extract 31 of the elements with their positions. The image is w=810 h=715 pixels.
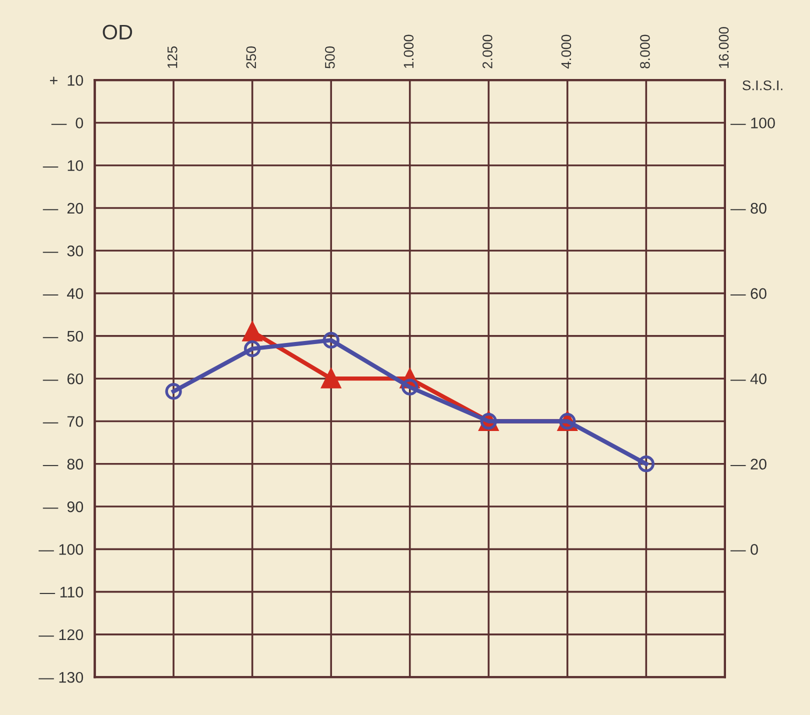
y-tick-label: — 130 — [38, 672, 84, 683]
y-tick-label: — 60 — [42, 373, 84, 384]
y2-tick-label: — 0 — [730, 544, 758, 555]
y-tick-label: — 50 — [42, 330, 84, 342]
x-tick-label: 2.000 — [482, 34, 492, 68]
y2-tick-label: — 20 — [730, 458, 766, 470]
y-tick-label: — 40 — [42, 288, 84, 299]
y-tick-label: — 120 — [38, 629, 84, 640]
y-tick-label: — 20 — [42, 202, 84, 214]
chart-title: OD — [102, 24, 132, 40]
x-tick-label: 250 — [246, 46, 256, 68]
y2-tick-label: — 40 — [730, 373, 766, 384]
y-tick-label: — 100 — [38, 544, 84, 555]
y-tick-label: — 90 — [42, 501, 84, 512]
x-tick-label: 500 — [324, 46, 335, 68]
x-tick-label: 8.000 — [640, 34, 650, 68]
y-tick-label: — 30 — [42, 246, 84, 256]
y-tick-label: — 10 — [42, 160, 84, 172]
x-tick-label: 1.000 — [404, 34, 414, 68]
x-tick-label: 125 — [167, 46, 178, 68]
y-tick-label: + 10 — [50, 74, 84, 86]
x-tick-label: 16.000 — [718, 27, 729, 68]
y-tick-label: — 0 — [51, 118, 84, 128]
x-tick-label: 4.000 — [561, 34, 572, 69]
y2-tick-label: — 60 — [730, 288, 766, 299]
y2-axis-title: S.I.S.I. — [742, 80, 782, 90]
y2-tick-label: — 80 — [730, 202, 766, 214]
y-tick-label: — 80 — [42, 458, 84, 470]
y2-tick-label: — 100 — [730, 118, 775, 128]
y-tick-label: — 110 — [40, 586, 84, 598]
y-tick-label: — 70 — [42, 416, 84, 427]
